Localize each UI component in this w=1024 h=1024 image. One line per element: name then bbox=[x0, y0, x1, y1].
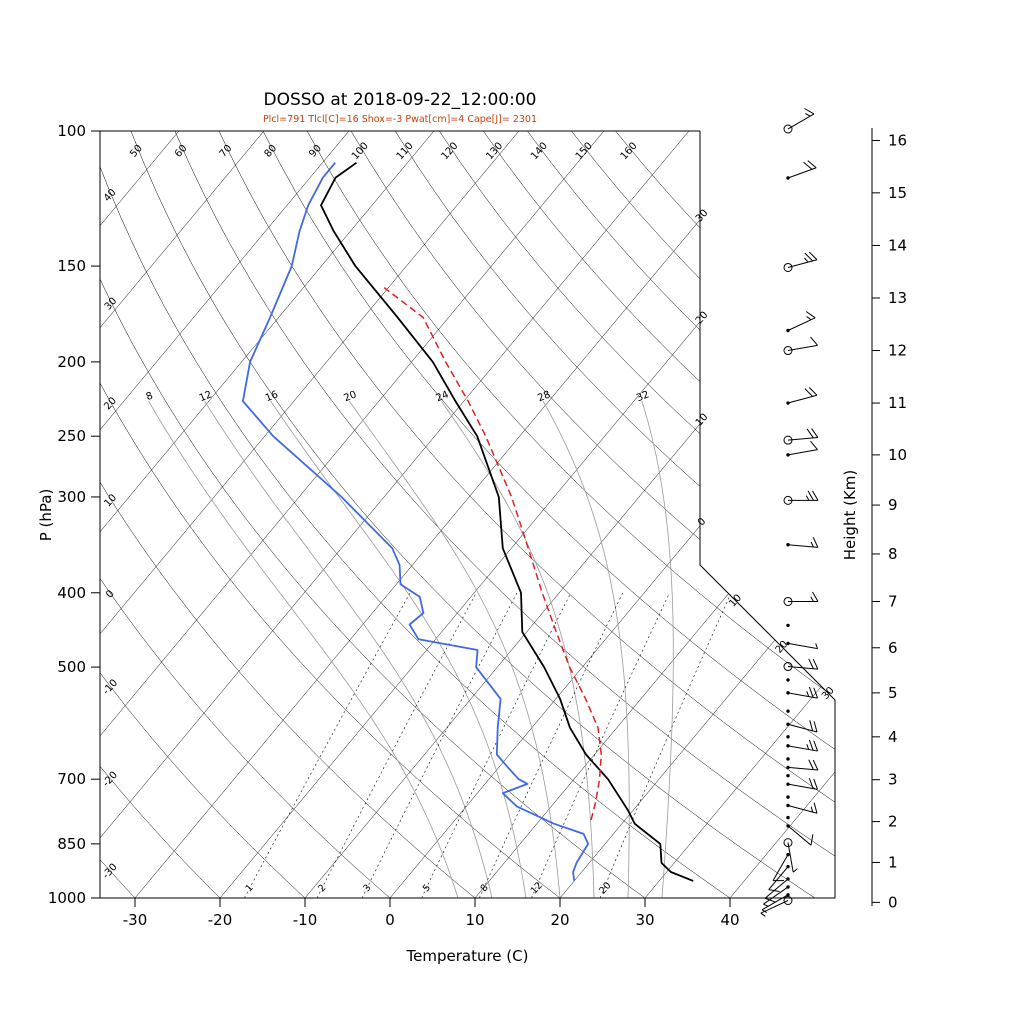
svg-text:200: 200 bbox=[57, 353, 86, 371]
svg-text:40: 40 bbox=[102, 187, 119, 204]
svg-text:-20: -20 bbox=[101, 770, 120, 790]
svg-text:16: 16 bbox=[264, 389, 280, 404]
svg-text:8: 8 bbox=[145, 391, 155, 404]
svg-text:10: 10 bbox=[694, 412, 711, 429]
svg-text:16: 16 bbox=[888, 132, 907, 150]
svg-text:13: 13 bbox=[888, 289, 907, 307]
svg-text:10: 10 bbox=[465, 911, 484, 929]
svg-text:8: 8 bbox=[479, 882, 491, 894]
svg-text:24: 24 bbox=[435, 389, 451, 404]
svg-text:2: 2 bbox=[316, 882, 328, 894]
svg-text:30: 30 bbox=[635, 911, 654, 929]
svg-text:32: 32 bbox=[635, 389, 651, 404]
svg-text:28: 28 bbox=[536, 389, 552, 404]
svg-text:1: 1 bbox=[888, 853, 898, 871]
svg-text:12: 12 bbox=[198, 389, 214, 404]
svg-text:130: 130 bbox=[484, 141, 505, 163]
svg-text:-10: -10 bbox=[293, 911, 318, 929]
svg-text:3: 3 bbox=[361, 882, 373, 894]
svg-text:110: 110 bbox=[395, 141, 416, 163]
svg-text:30: 30 bbox=[103, 296, 120, 313]
svg-text:150: 150 bbox=[574, 141, 595, 163]
svg-text:250: 250 bbox=[57, 427, 86, 445]
svg-text:1000: 1000 bbox=[48, 889, 86, 907]
svg-text:6: 6 bbox=[888, 639, 898, 657]
svg-text:-10: -10 bbox=[101, 678, 120, 698]
svg-text:70: 70 bbox=[218, 143, 235, 160]
svg-text:9: 9 bbox=[888, 496, 898, 514]
svg-text:160: 160 bbox=[619, 141, 640, 163]
svg-text:10: 10 bbox=[102, 492, 119, 509]
svg-text:20: 20 bbox=[597, 880, 613, 896]
svg-text:2: 2 bbox=[888, 813, 898, 831]
svg-text:140: 140 bbox=[529, 141, 550, 163]
chart-parameters-line: Plcl=791 Tlcl[C]=16 Shox=-3 Pwat[cm]=4 C… bbox=[262, 114, 538, 125]
svg-text:0: 0 bbox=[696, 516, 708, 528]
svg-text:5: 5 bbox=[888, 684, 898, 702]
svg-text:850: 850 bbox=[57, 835, 86, 853]
svg-text:100: 100 bbox=[57, 122, 86, 140]
svg-text:60: 60 bbox=[173, 143, 190, 160]
svg-text:0: 0 bbox=[104, 588, 116, 600]
svg-text:14: 14 bbox=[888, 236, 907, 254]
svg-text:400: 400 bbox=[57, 584, 86, 602]
temperature-axis-label: Temperature (C) bbox=[406, 947, 529, 965]
svg-text:20: 20 bbox=[550, 911, 569, 929]
svg-text:12: 12 bbox=[529, 880, 545, 896]
svg-text:700: 700 bbox=[57, 770, 86, 788]
svg-text:3: 3 bbox=[888, 771, 898, 789]
svg-text:500: 500 bbox=[57, 658, 86, 676]
svg-text:4: 4 bbox=[888, 728, 898, 746]
svg-text:50: 50 bbox=[128, 143, 145, 160]
svg-text:150: 150 bbox=[57, 257, 86, 275]
svg-text:10: 10 bbox=[888, 446, 907, 464]
svg-text:30: 30 bbox=[694, 208, 711, 225]
svg-text:1: 1 bbox=[244, 882, 256, 894]
svg-text:15: 15 bbox=[888, 184, 907, 202]
svg-text:0: 0 bbox=[385, 911, 395, 929]
svg-text:12: 12 bbox=[888, 342, 907, 360]
svg-text:5: 5 bbox=[421, 882, 433, 894]
svg-text:120: 120 bbox=[440, 141, 461, 163]
svg-text:0: 0 bbox=[888, 893, 898, 911]
svg-text:300: 300 bbox=[57, 488, 86, 506]
svg-text:20: 20 bbox=[342, 389, 358, 404]
svg-text:7: 7 bbox=[888, 592, 898, 610]
svg-text:-20: -20 bbox=[208, 911, 233, 929]
svg-text:8: 8 bbox=[888, 545, 898, 563]
svg-text:20: 20 bbox=[694, 310, 711, 327]
chart-title: DOSSO at 2018-09-22_12:00:00 bbox=[263, 90, 537, 110]
svg-text:-30: -30 bbox=[123, 911, 148, 929]
svg-text:11: 11 bbox=[888, 394, 907, 412]
svg-text:40: 40 bbox=[720, 911, 739, 929]
